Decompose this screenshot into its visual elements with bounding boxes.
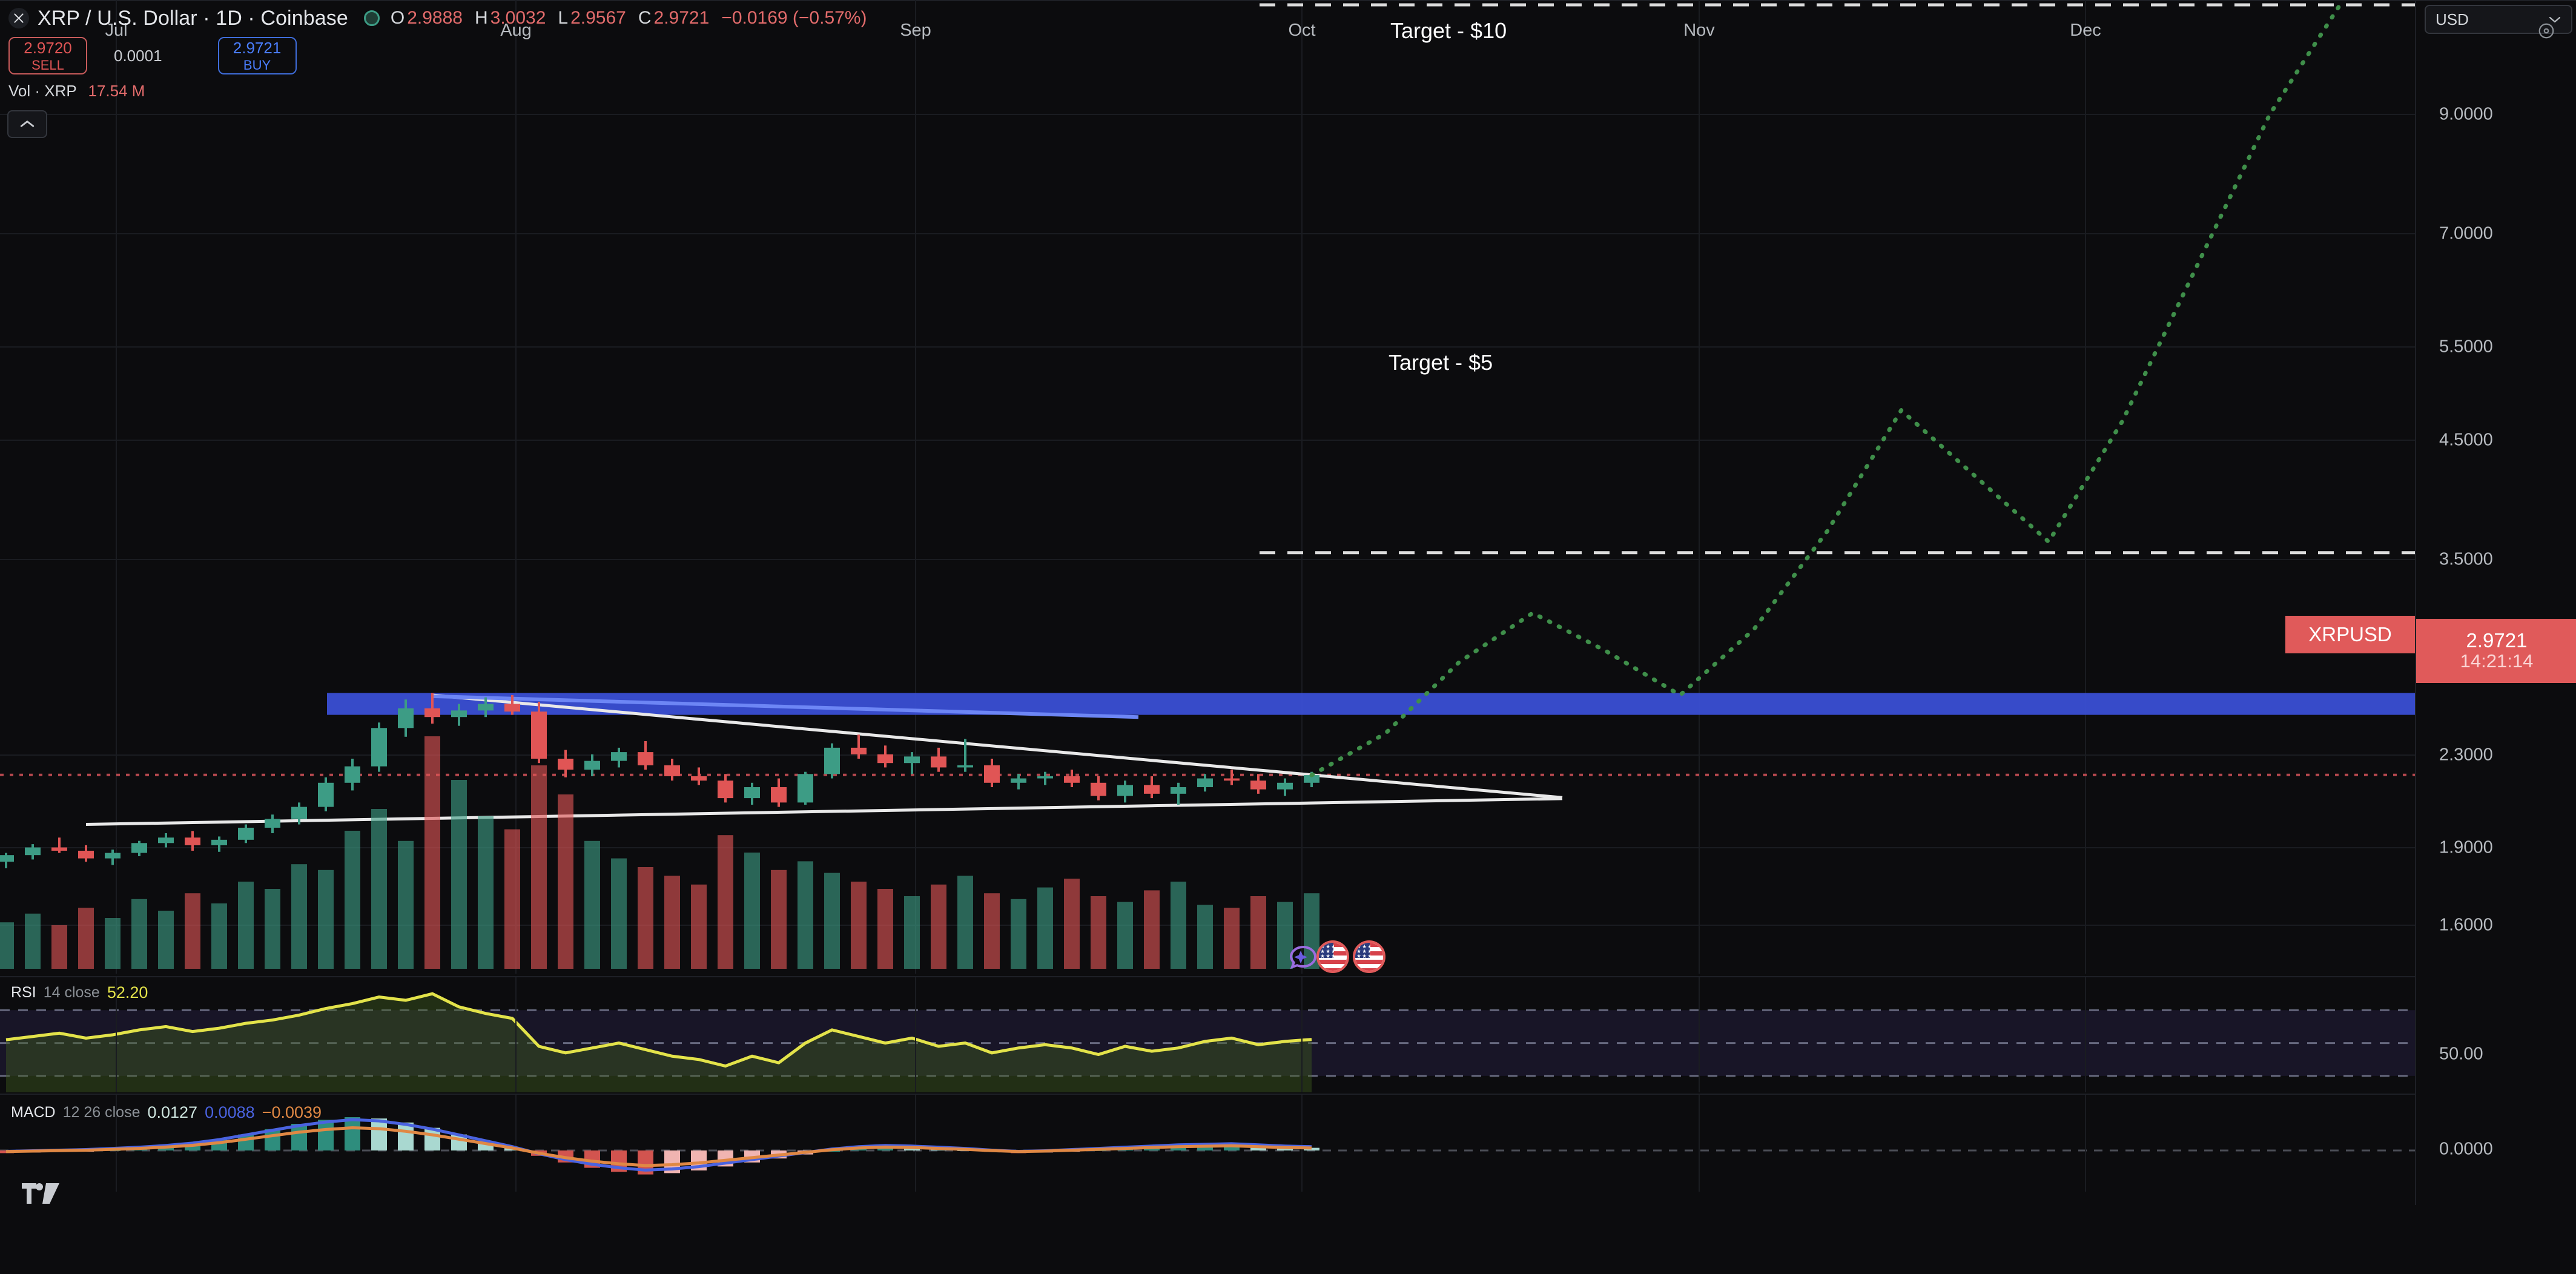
price-axis-label: 3.5000: [2439, 549, 2493, 569]
volume-label: Vol · XRP: [8, 82, 77, 100]
rsi-axis-label: 50.00: [2439, 1044, 2483, 1064]
price-axis-label: 1.6000: [2439, 915, 2493, 935]
price-axis[interactable]: USD 9.0000 7.0000 5.5000 4.5000 3.5000 2.3000…: [2415, 0, 2576, 1205]
ohlc-values: O 2.9888 H 3.0032 L 2.9567 C 2.9721 −0.0…: [363, 8, 867, 28]
time-axis-label: Dec: [2070, 21, 2101, 40]
price-pane[interactable]: [0, 0, 2415, 974]
clock-icon[interactable]: [2537, 22, 2555, 40]
buy-price: 2.9721: [233, 38, 282, 57]
symbol-price-tag: XRPUSD: [2285, 616, 2415, 653]
current-price: 2.9721: [2466, 629, 2528, 652]
target-5-label: Target - $5: [1389, 350, 1493, 375]
macd-value-1: 0.0127: [147, 1103, 198, 1121]
price-axis-label: 5.5000: [2439, 337, 2493, 357]
time-axis-label: Nov: [1683, 21, 1715, 40]
ohlc-close-value: 2.9721: [653, 8, 710, 28]
time-axis[interactable]: Jul Aug Sep Oct Nov Dec: [0, 0, 2576, 69]
ohlc-open-key: O: [390, 8, 405, 28]
flag-stars: ★★★★★★★★★★★★: [1320, 944, 1334, 958]
ohlc-high-value: 3.0032: [490, 8, 546, 28]
macd-canvas: [0, 1095, 2415, 1192]
sell-button[interactable]: 2.9720 SELL: [8, 37, 87, 74]
macd-value-2: 0.0088: [205, 1103, 255, 1121]
price-axis-label: 1.9000: [2439, 837, 2493, 857]
macd-params: 12 26 close: [62, 1104, 140, 1121]
collapse-pane-button[interactable]: [7, 110, 47, 138]
us-flag-badge[interactable]: ★★★★★★★★★★★★: [1316, 940, 1349, 973]
ohlc-close-key: C: [638, 8, 652, 28]
rsi-name: RSI: [11, 984, 36, 1001]
volume-legend[interactable]: Vol · XRP 17.54 M: [8, 82, 867, 101]
macd-axis-label: 0.0000: [2439, 1139, 2493, 1159]
buy-button[interactable]: 2.9721 BUY: [217, 37, 297, 74]
chevron-down-icon: [2549, 16, 2561, 23]
ohlc-high-key: H: [474, 8, 488, 28]
ohlc-change: −0.0169 (−0.57%): [721, 8, 867, 28]
macd-legend[interactable]: MACD 12 26 close 0.0127 0.0088 −0.0039: [11, 1103, 322, 1122]
volume-value: 17.54 M: [88, 82, 145, 100]
xrp-icon: [8, 8, 29, 28]
sparkle-comment-icon[interactable]: [1287, 940, 1323, 973]
ohlc-low-key: L: [558, 8, 569, 28]
time-axis-label: Jul: [105, 21, 128, 40]
ohlc-low-value: 2.9567: [570, 8, 626, 28]
rsi-canvas: [0, 977, 2415, 1092]
symbol-title[interactable]: XRP / U.S. Dollar · 1D · Coinbase: [38, 6, 348, 30]
price-chart-canvas: [0, 0, 2415, 974]
currency-label: USD: [2436, 10, 2469, 28]
time-axis-label: Oct: [1288, 21, 1316, 40]
buy-label: BUY: [243, 57, 271, 73]
reaction-badges[interactable]: ★★★★★★★★★★★★ ★★★★★★★★★★★★: [1287, 940, 1385, 973]
ohlc-open-value: 2.9888: [407, 8, 463, 28]
spread-value: 0.0001: [114, 46, 162, 65]
us-flag-badge-2[interactable]: ★★★★★★★★★★★★: [1353, 940, 1385, 973]
target-10-label: Target - $10: [1390, 18, 1507, 43]
chevron-up-icon: [20, 120, 35, 127]
quote-row: 2.9720 SELL 0.0001 2.9721 BUY: [8, 37, 867, 74]
tradingview-logo[interactable]: [22, 1183, 59, 1207]
tradingview-logo-icon: [22, 1183, 59, 1204]
time-axis-label: Sep: [900, 21, 931, 40]
current-price-tag[interactable]: 2.9721 14:21:14: [2416, 619, 2576, 683]
chart-legend: XRP / U.S. Dollar · 1D · Coinbase O 2.98…: [0, 0, 867, 101]
macd-name: MACD: [11, 1104, 56, 1121]
rsi-legend[interactable]: RSI 14 close 52.20: [11, 983, 148, 1002]
flag-stars: ★★★★★★★★★★★★: [1356, 944, 1370, 958]
symbol-tag-label: XRPUSD: [2308, 623, 2392, 645]
flag-canton: [1355, 943, 1370, 958]
price-axis-label: 2.3000: [2439, 745, 2493, 765]
status-dot: [363, 10, 380, 26]
price-axis-label: 7.0000: [2439, 223, 2493, 243]
time-axis-label: Aug: [500, 21, 532, 40]
price-axis-label: 4.5000: [2439, 430, 2493, 450]
sell-price: 2.9720: [24, 38, 72, 57]
macd-pane[interactable]: [0, 1094, 2415, 1192]
rsi-value: 52.20: [107, 983, 148, 1002]
price-axis-label: 9.0000: [2439, 104, 2493, 124]
flag-canton: [1319, 943, 1333, 958]
rsi-params: 14 close: [43, 984, 100, 1001]
bar-countdown: 14:21:14: [2460, 650, 2534, 672]
symbol-row[interactable]: XRP / U.S. Dollar · 1D · Coinbase O 2.98…: [8, 5, 867, 31]
macd-value-3: −0.0039: [262, 1103, 322, 1121]
rsi-pane[interactable]: [0, 976, 2415, 1092]
sell-label: SELL: [31, 57, 64, 73]
